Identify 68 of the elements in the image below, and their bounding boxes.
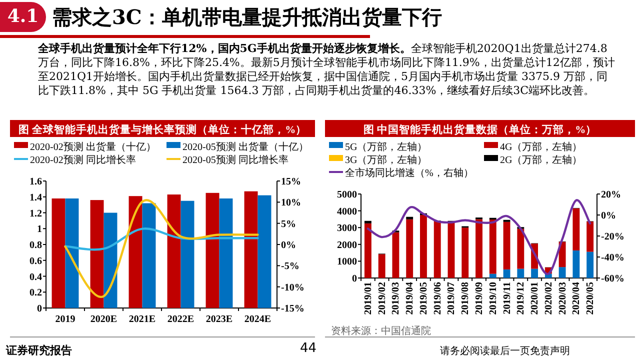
x-tick-label: 2019/10 xyxy=(488,282,499,315)
x-tick-label: 2022E xyxy=(167,314,194,325)
y-tick-label: 0 xyxy=(37,304,42,314)
x-tick-label: 2024E xyxy=(244,314,272,325)
text: 全球手机出货量预计全年下行12%，国内5G手机出货量开始逐步恢复增长。 xyxy=(38,42,411,55)
y-tick-label: 1.6 xyxy=(30,176,42,188)
y-tick-label: 1000 xyxy=(337,256,357,268)
x-tick-label: 2019 xyxy=(55,314,76,325)
y2-tick-label: 5% xyxy=(281,218,296,230)
legend-label: 2020-02预测 出货量（十亿） xyxy=(30,141,156,153)
y-tick-label: 5000 xyxy=(337,190,357,200)
y-tick-label: 0.2 xyxy=(30,288,42,299)
y-tick-label: 0.4 xyxy=(30,272,42,283)
y2-tick-label: 0% xyxy=(281,240,296,251)
legend-label: 3G（万部，左轴） xyxy=(345,154,428,166)
x-tick-label: 2020/01 xyxy=(530,282,541,315)
x-tick-label: 2019/03 xyxy=(390,282,402,315)
x-tick-label: 2020/05 xyxy=(585,282,596,315)
text: 44 xyxy=(300,341,317,356)
x-tick-label: 2020E xyxy=(90,314,118,325)
chart-title: 图 中国智能手机出货量数据（单位：万部，%） xyxy=(363,123,597,136)
text: 4.1 xyxy=(0,2,46,32)
y-tick-label: 0.8 xyxy=(30,240,42,251)
x-tick-label: 2019/09 xyxy=(474,282,485,315)
legend-label: 2020-05预测 同比增长率 xyxy=(182,154,288,166)
legend-label: 2020-02预测 同比增长率 xyxy=(30,154,136,166)
text: 请务必阅读最后一页免责声明 xyxy=(440,344,570,358)
y-tick-label: 1.2 xyxy=(30,208,42,220)
x-tick-label: 2019/06 xyxy=(432,282,444,315)
y2-tick-label: 15% xyxy=(281,176,301,188)
x-tick-label: 2019/04 xyxy=(404,282,416,315)
x-tick-label: 2019/07 xyxy=(446,282,458,315)
legend-label: 2G（万部，左轴） xyxy=(500,154,582,166)
x-tick-label: 2023E xyxy=(206,314,233,325)
y2-tick-label: -15% xyxy=(281,304,304,314)
y-tick-label: 0.6 xyxy=(30,256,42,267)
chart-title: 图 全球智能手机出货量与增长率预测（单位：十亿部，%） xyxy=(18,123,307,136)
y2-tick-label: -5% xyxy=(281,261,300,272)
legend-label: 2020-05预测 出货量（十亿） xyxy=(182,141,308,153)
x-tick-label: 2019/12 xyxy=(516,282,527,315)
x-tick-label: 2019/02 xyxy=(376,282,388,315)
y-tick-label: 0 xyxy=(352,274,357,284)
x-tick-label: 2020/04 xyxy=(571,282,582,315)
y2-tick-label: 0% xyxy=(601,210,616,222)
text: 证券研究报告 xyxy=(6,343,72,358)
x-tick-label: 2019/08 xyxy=(460,282,472,315)
y2-tick-label: -60% xyxy=(601,274,624,284)
y2-tick-label: -20% xyxy=(601,232,624,242)
x-tick-label: 2021E xyxy=(128,314,156,325)
x-tick-label: 2020/03 xyxy=(557,282,568,315)
legend-label: 全市场同比增速（%，右轴） xyxy=(345,167,474,179)
text: 资料来源：中国信通院 xyxy=(331,325,431,337)
x-tick-label: 2020/02 xyxy=(543,282,554,315)
y2-tick-label: -10% xyxy=(281,282,304,294)
x-tick-label: 2019/05 xyxy=(418,282,430,315)
x-tick-label: 2019/11 xyxy=(502,282,513,314)
x-tick-label: 2019/01 xyxy=(362,282,374,315)
y2-tick-label: 10% xyxy=(281,198,301,209)
y2-tick-label: -40% xyxy=(601,252,624,264)
y2-tick-label: 20% xyxy=(601,190,621,200)
y-tick-label: 2000 xyxy=(337,240,357,251)
y-tick-label: 1.4 xyxy=(30,192,42,204)
y-tick-label: 3000 xyxy=(337,223,357,234)
legend-label: 4G（万部，左轴） xyxy=(500,141,582,153)
y-tick-label: 4000 xyxy=(337,206,357,218)
text: 需求之3C：单机带电量提升抵消出货量下行 xyxy=(52,4,442,31)
y-tick-label: 1 xyxy=(37,224,42,236)
legend-label: 5G（万部，左轴） xyxy=(345,141,428,153)
